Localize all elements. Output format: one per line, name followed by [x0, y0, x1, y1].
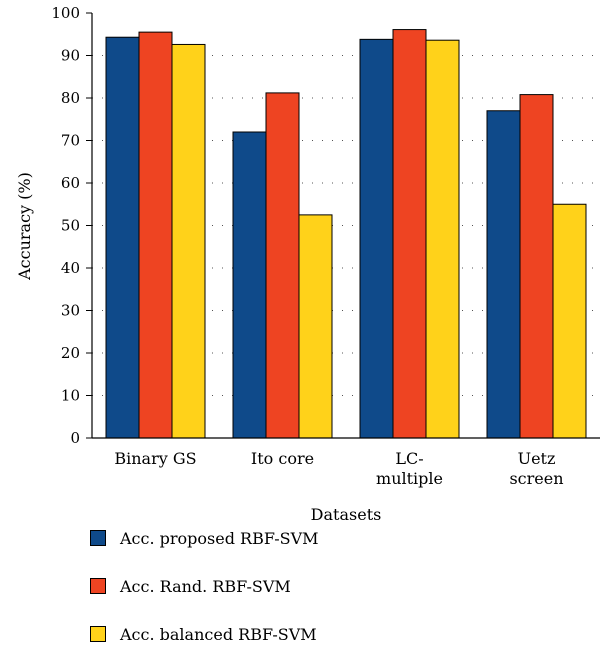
y-tick-label: 60 [61, 174, 80, 192]
bar [138, 31, 173, 439]
legend-label: Acc. proposed RBF-SVM [120, 528, 319, 548]
bar [392, 29, 427, 439]
bar [519, 94, 554, 439]
bar [359, 38, 394, 439]
legend-swatch [90, 626, 106, 642]
bar [265, 92, 300, 439]
y-tick-label: 20 [61, 344, 80, 362]
y-tick-label: 70 [61, 132, 80, 150]
bar [298, 214, 333, 439]
y-tick-label: 50 [61, 217, 80, 235]
y-tick-label: 90 [61, 47, 80, 65]
bar [171, 43, 206, 439]
bar [486, 110, 521, 439]
chart-canvas: 0 10 20 30 40 50 60 70 80 90 100 Binary GS Ito core L… [15, 4, 600, 524]
y-tick-label: 0 [70, 429, 80, 447]
y-tick-label: 100 [51, 4, 80, 22]
accuracy-bar-chart: 0 10 20 30 40 50 60 70 80 90 100 Binary GS Ito core L… [15, 4, 600, 644]
legend-item: Acc. proposed RBF-SVM [90, 528, 319, 548]
legend-item: Acc. balanced RBF-SVM [90, 624, 319, 644]
bar [425, 39, 460, 439]
y-tick-label: 80 [61, 89, 80, 107]
bar [232, 131, 267, 439]
x-tick-label: LC-multiple [376, 449, 443, 488]
legend-label: Acc. Rand. RBF-SVM [120, 576, 291, 596]
x-tick-label: Ito core [251, 449, 314, 468]
bars [105, 29, 587, 439]
y-tick-label: 40 [61, 259, 80, 277]
y-tick-label: 30 [61, 302, 80, 320]
legend-label: Acc. balanced RBF-SVM [120, 624, 317, 644]
legend-item: Acc. Rand. RBF-SVM [90, 576, 319, 596]
legend-swatch [90, 530, 106, 546]
y-axis-title: Accuracy (%) [15, 172, 34, 281]
bar [552, 203, 587, 439]
legend-swatch [90, 578, 106, 594]
x-tick-label: Uetz screen [509, 449, 563, 488]
x-axis-title: Datasets [311, 505, 382, 524]
bar [105, 36, 140, 439]
legend: Acc. proposed RBF-SVM Acc. Rand. RBF-SVM A… [90, 528, 319, 672]
x-tick-label: Binary GS [114, 449, 196, 468]
axes: 0 10 20 30 40 50 60 70 80 90 100 Binary GS Ito core L… [51, 4, 600, 488]
y-tick-label: 10 [61, 387, 80, 405]
